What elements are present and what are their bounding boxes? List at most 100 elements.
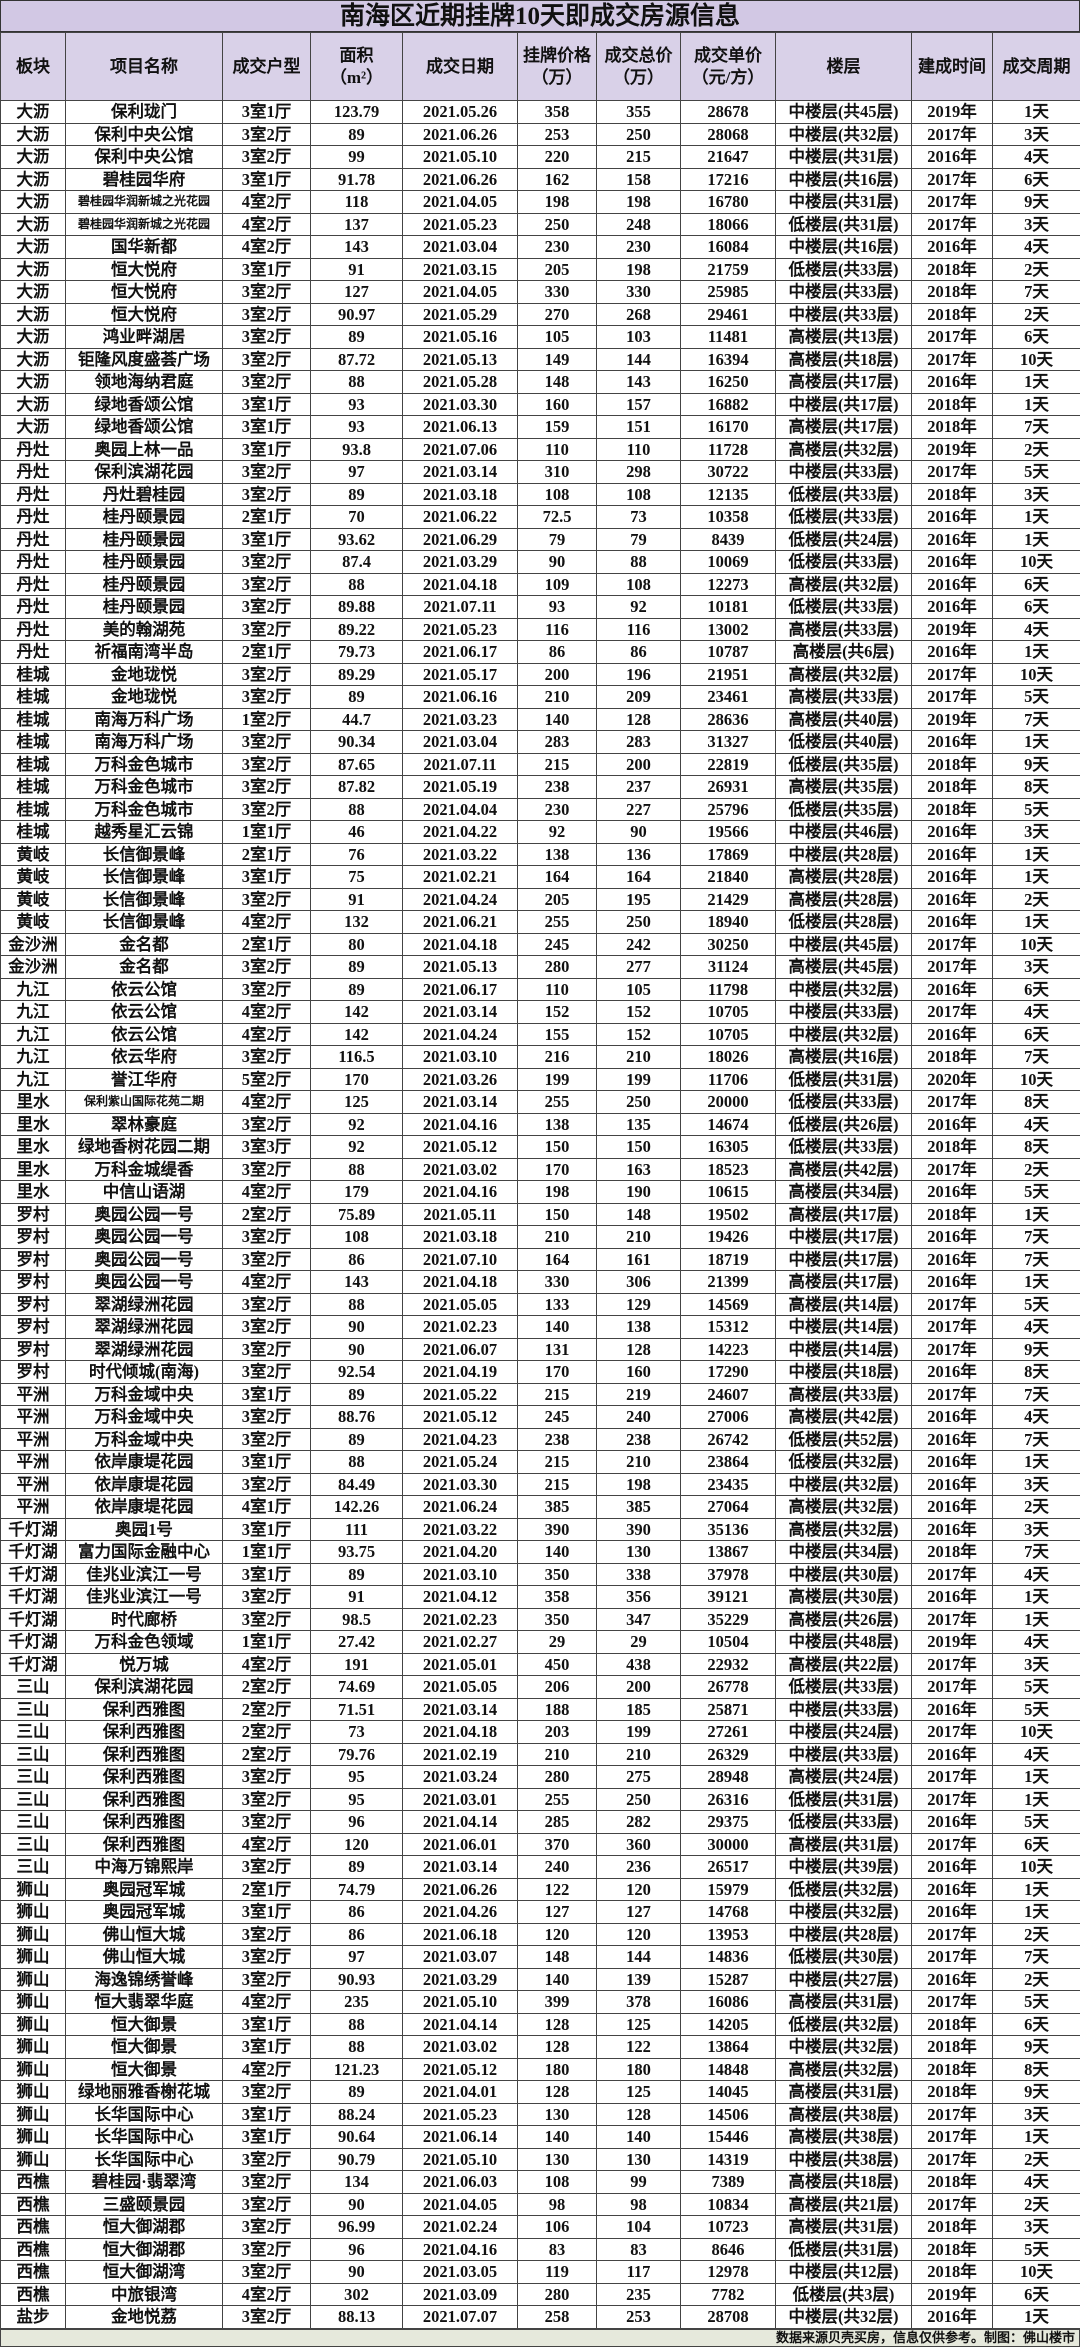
cell-list-price: 93: [518, 596, 597, 619]
cell-area: 89.29: [311, 663, 403, 686]
cell-floor: 中楼层(共28层): [776, 843, 912, 866]
cell-built-year: 2018年: [912, 1046, 993, 1069]
cell-list-price: 285: [518, 1811, 597, 1834]
cell-layout: 3室1厅: [223, 416, 311, 439]
cell-unit-price: 13953: [681, 1923, 776, 1946]
cell-project: 金地珑悦: [66, 686, 223, 709]
cell-layout: 3室2厅: [223, 2193, 311, 2216]
cell-floor: 高楼层(共32层): [776, 663, 912, 686]
cell-district: 千灯湖: [1, 1631, 66, 1654]
cell-district: 大沥: [1, 101, 66, 124]
cell-area: 89: [311, 483, 403, 506]
cell-cycle: 5天: [993, 1811, 1080, 1834]
cell-layout: 3室2厅: [223, 1361, 311, 1384]
cell-layout: 2室1厅: [223, 933, 311, 956]
cell-total-price: 151: [597, 416, 681, 439]
cell-district: 里水: [1, 1113, 66, 1136]
cell-district: 三山: [1, 1743, 66, 1766]
cell-unit-price: 15446: [681, 2126, 776, 2149]
cell-project: 金名都: [66, 933, 223, 956]
cell-project: 绿地香颂公馆: [66, 393, 223, 416]
cell-area: 76: [311, 843, 403, 866]
cell-area: 142.26: [311, 1496, 403, 1519]
cell-list-price: 140: [518, 708, 597, 731]
cell-floor: 中楼层(共32层): [776, 978, 912, 1001]
cell-layout: 3室1厅: [223, 258, 311, 281]
cell-list-price: 152: [518, 1001, 597, 1024]
cell-area: 93.62: [311, 528, 403, 551]
cell-list-price: 164: [518, 1248, 597, 1271]
cell-area: 92: [311, 1113, 403, 1136]
cell-built-year: 2016年: [912, 1406, 993, 1429]
cell-built-year: 2018年: [912, 2238, 993, 2261]
cell-floor: 中楼层(共46层): [776, 821, 912, 844]
cell-layout: 3室2厅: [223, 461, 311, 484]
cell-list-price: 29: [518, 1631, 597, 1654]
cell-built-year: 2017年: [912, 348, 993, 371]
cell-project: 恒大御湖郡: [66, 2238, 223, 2261]
cell-date: 2021.03.14: [403, 1856, 518, 1879]
cell-total-price: 385: [597, 1496, 681, 1519]
cell-floor: 高楼层(共17层): [776, 371, 912, 394]
cell-area: 87.4: [311, 551, 403, 574]
cell-total-price: 196: [597, 663, 681, 686]
cell-list-price: 270: [518, 303, 597, 326]
cell-floor: 低楼层(共30层): [776, 1946, 912, 1969]
cell-cycle: 1天: [993, 528, 1080, 551]
cell-area: 88: [311, 371, 403, 394]
cell-unit-price: 20000: [681, 1091, 776, 1114]
cell-project: 富力国际金融中心: [66, 1541, 223, 1564]
cell-area: 132: [311, 911, 403, 934]
cell-list-price: 116: [518, 618, 597, 641]
cell-built-year: 2017年: [912, 933, 993, 956]
cell-unit-price: 23864: [681, 1451, 776, 1474]
cell-floor: 低楼层(共33层): [776, 1091, 912, 1114]
cell-project: 长信御景峰: [66, 888, 223, 911]
cell-floor: 高楼层(共33层): [776, 1383, 912, 1406]
cell-cycle: 7天: [993, 1541, 1080, 1564]
cell-floor: 高楼层(共45层): [776, 956, 912, 979]
cell-unit-price: 16250: [681, 371, 776, 394]
cell-project: 佳兆业滨江一号: [66, 1563, 223, 1586]
cell-area: 96.99: [311, 2216, 403, 2239]
cell-project: 奥园公园一号: [66, 1226, 223, 1249]
cell-cycle: 5天: [993, 461, 1080, 484]
cell-project: 领地海纳君庭: [66, 371, 223, 394]
cell-total-price: 230: [597, 236, 681, 259]
cell-date: 2021.04.18: [403, 1271, 518, 1294]
cell-project: 国华新都: [66, 236, 223, 259]
cell-unit-price: 26517: [681, 1856, 776, 1879]
cell-unit-price: 23461: [681, 686, 776, 709]
cell-district: 里水: [1, 1158, 66, 1181]
cell-floor: 中楼层(共32层): [776, 2036, 912, 2059]
cell-area: 88: [311, 1451, 403, 1474]
cell-unit-price: 28948: [681, 1766, 776, 1789]
cell-list-price: 128: [518, 2013, 597, 2036]
cell-unit-price: 26931: [681, 776, 776, 799]
cell-area: 88: [311, 798, 403, 821]
cell-list-price: 150: [518, 1136, 597, 1159]
cell-date: 2021.04.12: [403, 1586, 518, 1609]
cell-list-price: 399: [518, 1991, 597, 2014]
cell-date: 2021.05.10: [403, 2148, 518, 2171]
cell-date: 2021.03.05: [403, 2261, 518, 2284]
cell-unit-price: 27261: [681, 1721, 776, 1744]
cell-area: 91.78: [311, 168, 403, 191]
cell-layout: 4室2厅: [223, 236, 311, 259]
cell-project: 依岸康堤花园: [66, 1451, 223, 1474]
cell-list-price: 119: [518, 2261, 597, 2284]
cell-district: 大沥: [1, 168, 66, 191]
cell-area: 91: [311, 258, 403, 281]
cell-layout: 3室2厅: [223, 663, 311, 686]
cell-total-price: 73: [597, 506, 681, 529]
cell-date: 2021.06.29: [403, 528, 518, 551]
cell-list-price: 199: [518, 1068, 597, 1091]
